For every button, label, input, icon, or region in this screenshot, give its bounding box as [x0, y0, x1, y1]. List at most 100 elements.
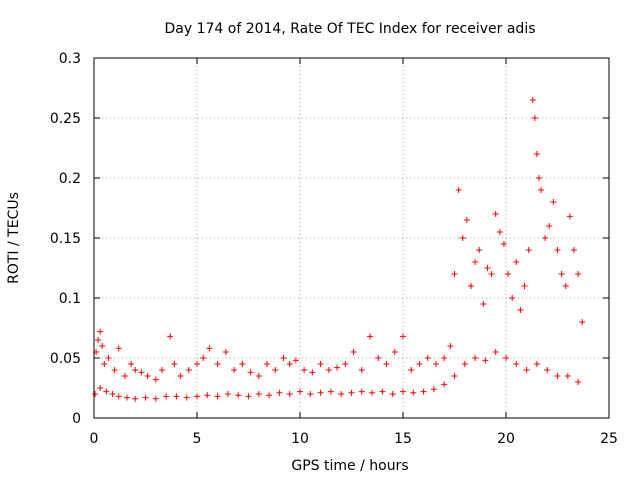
- data-point: [214, 361, 221, 367]
- data-point: [144, 373, 151, 379]
- data-point: [420, 388, 427, 395]
- data-point: [500, 241, 507, 247]
- data-point: [517, 307, 524, 313]
- plot-frame: [93, 57, 610, 419]
- data-point: [167, 333, 174, 340]
- data-point: [546, 223, 553, 229]
- data-point: [286, 391, 293, 397]
- data-point: [214, 393, 221, 400]
- y-tick-label: 0.05: [50, 351, 81, 367]
- data-point: [194, 361, 200, 367]
- data-point: [245, 393, 252, 400]
- data-point: [410, 389, 417, 396]
- data-point: [338, 391, 345, 397]
- data-point: [307, 391, 314, 397]
- x-tick-label: 0: [90, 431, 99, 447]
- data-point: [297, 388, 303, 395]
- data-point: [185, 367, 192, 373]
- data-point: [533, 151, 540, 157]
- data-point: [99, 343, 106, 349]
- data-point: [206, 345, 213, 352]
- data-point: [579, 319, 586, 325]
- data-point: [391, 349, 398, 355]
- data-point: [224, 391, 231, 397]
- data-point: [350, 349, 357, 355]
- x-tick-label: 5: [193, 431, 202, 447]
- data-point: [92, 391, 99, 397]
- data-point: [408, 367, 415, 373]
- data-point: [459, 235, 466, 241]
- data-point: [152, 376, 159, 383]
- data-point: [472, 259, 479, 265]
- data-point: [554, 247, 561, 253]
- data-point: [476, 247, 483, 253]
- x-axis-label: GPS time / hours: [291, 458, 408, 474]
- data-point: [115, 345, 122, 352]
- data-point: [521, 283, 528, 289]
- data-point: [558, 271, 565, 277]
- axis-ticks: [93, 57, 610, 419]
- data-point: [544, 367, 551, 373]
- data-point: [505, 271, 512, 277]
- data-point: [575, 271, 582, 277]
- data-point: [358, 388, 365, 395]
- data-point: [194, 393, 200, 400]
- data-point: [400, 333, 406, 340]
- data-point: [484, 265, 491, 271]
- data-point: [480, 301, 487, 307]
- data-point: [115, 393, 122, 400]
- data-point: [348, 389, 355, 396]
- data-point: [280, 355, 287, 361]
- data-point: [566, 213, 573, 220]
- data-point: [451, 373, 458, 379]
- data-point: [95, 337, 102, 343]
- data-point: [430, 386, 437, 393]
- data-point: [309, 369, 316, 376]
- data-point: [535, 175, 542, 181]
- data-point: [441, 355, 448, 361]
- data-point: [389, 391, 396, 397]
- data-point: [132, 367, 139, 373]
- data-point: [461, 361, 468, 367]
- data-point: [513, 361, 520, 367]
- data-point: [204, 392, 211, 399]
- data-point: [272, 367, 279, 373]
- x-tick-label: 20: [497, 431, 515, 447]
- y-tick-label: 0.25: [50, 111, 81, 127]
- data-point: [163, 393, 170, 400]
- x-tick-label: 10: [291, 431, 309, 447]
- data-point: [276, 389, 283, 396]
- data-point: [463, 217, 470, 223]
- data-point: [325, 367, 332, 373]
- data-point: [128, 361, 135, 367]
- data-point: [301, 367, 308, 373]
- data-point: [342, 361, 349, 367]
- data-point: [513, 259, 520, 265]
- data-point: [564, 373, 571, 379]
- data-point: [523, 367, 530, 373]
- data-point: [492, 349, 499, 355]
- data-point: [550, 199, 557, 205]
- data-point: [369, 389, 376, 396]
- data-point: [317, 389, 324, 396]
- data-point: [554, 373, 561, 379]
- data-point: [482, 357, 489, 364]
- data-point: [533, 361, 540, 367]
- data-point: [416, 361, 423, 367]
- data-point: [105, 355, 112, 361]
- data-point: [239, 361, 246, 367]
- data-point: [123, 394, 130, 401]
- data-point: [538, 187, 545, 193]
- data-point: [138, 369, 145, 376]
- data-point: [455, 187, 462, 193]
- data-point: [97, 385, 104, 391]
- data-point: [503, 355, 509, 361]
- data-point: [235, 392, 242, 399]
- data-point: [575, 379, 582, 385]
- x-tick-label: 25: [600, 431, 618, 447]
- y-tick-labels: 0 0.05 0.1 0.15 0.2 0.25 0.3: [50, 51, 81, 427]
- data-point: [171, 361, 178, 367]
- data-point: [529, 97, 536, 103]
- data-point: [467, 283, 474, 289]
